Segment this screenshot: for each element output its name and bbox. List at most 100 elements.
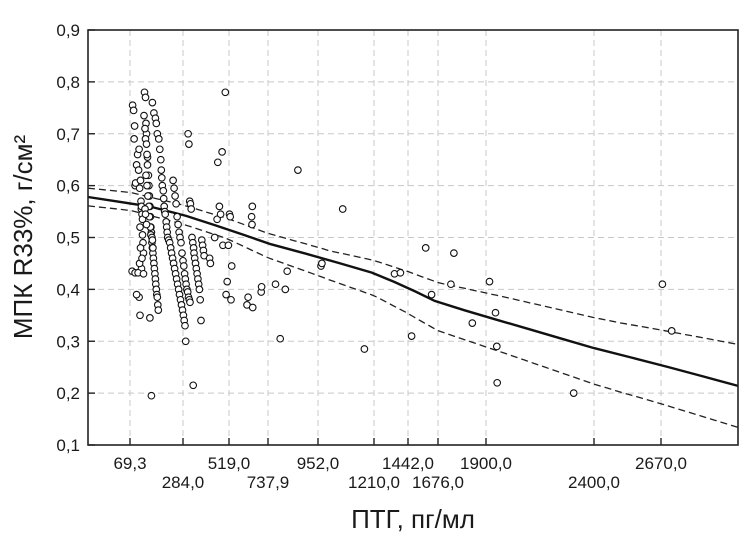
data-point [149,244,157,252]
data-points [128,88,676,400]
data-point [130,135,138,143]
data-point [226,212,235,221]
data-point [450,249,458,257]
data-point [141,210,150,219]
data-point [129,106,138,115]
data-point [174,220,182,229]
data-point [294,166,302,174]
data-point [197,316,205,325]
x-tick-label: 1442,0 [382,454,434,473]
fit-line [87,195,739,388]
data-point [152,119,161,128]
data-point [215,202,224,211]
data-point [187,205,196,213]
data-point [224,241,233,250]
data-point [257,282,266,291]
data-point [396,268,405,277]
data-point [447,280,455,289]
data-point [135,145,143,154]
y-tick-label: 0,9 [56,21,80,40]
data-point [427,290,436,299]
data-point [140,111,148,120]
data-point [142,140,151,148]
data-point [148,236,157,244]
data-point [172,199,180,208]
data-point [244,293,252,302]
y-tick-label: 0,4 [56,280,80,299]
data-point [156,155,165,164]
data-point [181,321,189,330]
data-point [185,140,193,148]
data-point [186,298,194,307]
data-point [179,262,188,270]
data-point [248,202,257,211]
x-tick-label: 2670,0 [635,454,687,473]
data-point [248,303,257,312]
x-tick-label: 737,9 [247,473,290,492]
data-point [213,215,221,224]
y-tick-label: 0,1 [56,436,80,455]
data-point [143,161,152,169]
data-point [138,254,146,263]
x-tick-label: 284,0 [162,473,205,492]
data-point [159,194,168,203]
x-tick-label: 69,3 [113,454,146,473]
x-tick-label: 519,0 [208,454,251,473]
data-point [178,249,186,257]
data-point [134,166,143,174]
data-point [248,220,256,229]
data-point [271,280,280,289]
data-point [170,184,178,193]
data-point [173,212,181,221]
regression-line [87,195,739,388]
data-point [169,176,177,185]
data-point [135,184,144,193]
data-point [206,259,215,268]
data-point [154,135,163,143]
data-point [216,210,225,219]
data-point [171,192,179,200]
data-point [157,173,166,182]
data-point [227,295,235,304]
data-point [130,122,139,130]
data-point [143,150,151,159]
data-point [658,280,667,289]
data-point [195,285,204,294]
x-tick-label: 1210,0 [348,473,400,492]
data-point [136,176,145,185]
data-point [227,262,236,270]
data-point [177,238,185,247]
data-point [143,181,151,190]
data-point [161,210,170,219]
x-axis-title: ПТГ, пг/мл [351,504,475,534]
data-point [421,244,430,252]
data-point [223,277,232,286]
data-point [136,223,144,231]
data-point [210,233,219,242]
data-point [221,88,230,97]
data-point [485,277,494,286]
data-point [139,269,148,278]
data-point [138,231,147,239]
data-point [136,311,144,320]
data-point [222,290,230,299]
grid [88,29,738,446]
data-point [141,124,149,133]
data-point [147,391,156,400]
data-point [141,93,150,102]
data-point [142,171,150,180]
x-tick-label: 1676,0 [412,473,464,492]
y-tick-label: 0,5 [56,229,80,248]
data-point [148,98,157,107]
y-tick-labels: 0,1 0,2 0,3 0,4 0,5 0,6 0,7 0,8 0,9 [56,21,80,455]
data-point [218,148,226,156]
data-point [493,378,502,387]
y-axis-title: МПК R33%, г/см² [8,135,38,340]
data-point [159,186,168,195]
data-point [144,192,152,200]
data-point [283,267,292,276]
ci-lower-line [87,205,739,429]
data-point [157,166,166,174]
